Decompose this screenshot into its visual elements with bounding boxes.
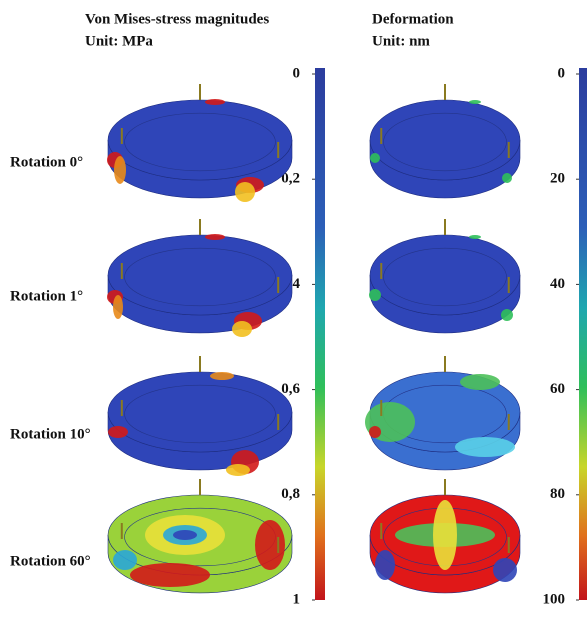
disk-spot [460,374,500,390]
disk-spot [113,295,123,319]
disk-spot [205,234,225,240]
disk-spot [108,426,128,438]
colorbar-tick-label: 100 [543,591,566,607]
disk-top [370,235,520,315]
right-title: Deformation [372,11,454,27]
disk-top [108,372,292,452]
colorbar-tick-label: 60 [550,381,565,397]
disk-spot [369,289,381,301]
disk-spot [255,520,285,570]
right-unit: Unit: nm [372,33,430,49]
disk-spot [210,372,234,380]
disk-spot [114,156,126,184]
row-label: Rotation 10° [10,426,91,442]
disk-spot [469,235,481,239]
disk-spot [501,309,513,321]
disk-top [108,235,292,315]
disk-spot [235,182,255,202]
disk-spot [502,173,512,183]
disk-spot [173,530,197,540]
colorbar-tick-label: 0 [293,65,301,81]
row-label: Rotation 1° [10,288,83,304]
disk-spot [370,153,380,163]
left-title: Von Mises-stress magnitudes [85,11,269,27]
disk-spot [433,500,457,570]
disk-spot [369,426,381,438]
disk-spot [232,321,252,337]
colorbar-tick-label: 20 [550,171,565,187]
disk-spot [469,100,481,104]
disk-top [108,100,292,180]
disk-spot [113,550,137,570]
left-unit: Unit: MPa [85,33,153,49]
figure: Von Mises-stress magnitudes Unit: MPa De… [0,0,587,619]
colorbar-tick-label: 40 [550,276,565,292]
disk-spot [130,563,210,587]
colorbar-tick-label: 0 [558,65,566,81]
disk-spot [226,464,250,476]
colorbar-tick-label: 0,6 [281,381,300,397]
disk-spot [205,99,225,105]
colorbar-tick-label: 80 [550,486,565,502]
colorbar-tick-label: 0,8 [281,486,300,502]
colorbar-tick-label: 1 [293,591,301,607]
disk-spot [493,558,517,582]
row-label: Rotation 0° [10,154,83,170]
row-label: Rotation 60° [10,553,91,569]
right-colorbar [579,68,587,600]
left-colorbar [315,68,325,600]
disk-spot [375,550,395,580]
disk-spot [455,437,515,457]
disk-top [370,100,520,180]
